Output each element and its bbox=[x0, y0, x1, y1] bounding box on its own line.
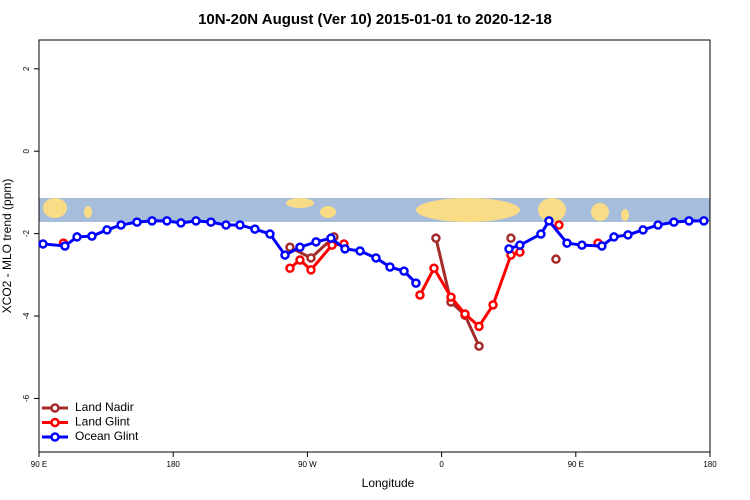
data-point bbox=[551, 254, 561, 264]
y-tick-label: 0 bbox=[22, 148, 31, 153]
data-point bbox=[653, 220, 663, 230]
data-point bbox=[285, 242, 295, 252]
data-point bbox=[536, 229, 546, 239]
legend-label: Land Nadir bbox=[75, 400, 134, 414]
data-point bbox=[295, 242, 305, 252]
legend-label: Ocean Glint bbox=[75, 429, 139, 443]
data-point bbox=[235, 220, 245, 230]
data-point bbox=[72, 232, 82, 242]
plot-frame bbox=[38, 39, 711, 453]
map-land bbox=[538, 198, 566, 222]
data-point bbox=[411, 278, 421, 288]
x-tick-label: 0 bbox=[439, 460, 444, 469]
data-point bbox=[116, 220, 126, 230]
data-point bbox=[638, 225, 648, 235]
data-point bbox=[474, 341, 484, 351]
data-point bbox=[60, 241, 70, 251]
data-point bbox=[280, 250, 290, 260]
map-land bbox=[84, 206, 92, 218]
data-point bbox=[306, 265, 316, 275]
data-point bbox=[460, 309, 470, 319]
data-point bbox=[285, 263, 295, 273]
y-tick-label: -2 bbox=[22, 230, 31, 238]
data-point bbox=[132, 217, 142, 227]
data-point bbox=[597, 241, 607, 251]
y-tick-label: 2 bbox=[22, 66, 31, 71]
y-tick-label: -4 bbox=[22, 312, 31, 320]
x-tick-label: 180 bbox=[167, 460, 181, 469]
data-point bbox=[102, 225, 112, 235]
y-tick-label: -6 bbox=[22, 394, 31, 402]
x-tick-label: 180 bbox=[703, 460, 717, 469]
data-point bbox=[176, 218, 186, 228]
data-point bbox=[399, 266, 409, 276]
data-point bbox=[162, 216, 172, 226]
data-point bbox=[38, 239, 48, 249]
data-point bbox=[506, 233, 516, 243]
data-point bbox=[265, 229, 275, 239]
x-axis-label: Longitude bbox=[362, 476, 415, 490]
x-tick-label: 90 E bbox=[31, 460, 47, 469]
data-point bbox=[385, 262, 395, 272]
series-line bbox=[42, 218, 704, 285]
data-point bbox=[340, 244, 350, 254]
data-point bbox=[311, 237, 321, 247]
data-point bbox=[623, 230, 633, 240]
data-point bbox=[684, 216, 694, 226]
data-point bbox=[429, 263, 439, 273]
map-land bbox=[320, 206, 336, 218]
chart-title: 10N-20N August (Ver 10) 2015-01-01 to 20… bbox=[198, 11, 552, 28]
map-land bbox=[416, 198, 520, 222]
legend-marker bbox=[50, 417, 60, 428]
series-line bbox=[290, 243, 598, 326]
data-point bbox=[474, 321, 484, 332]
x-tick-label: 90 E bbox=[568, 460, 584, 469]
data-point bbox=[191, 216, 201, 226]
data-point bbox=[221, 220, 231, 230]
data-point bbox=[87, 231, 97, 241]
legend-marker bbox=[50, 403, 60, 413]
data-point bbox=[669, 217, 679, 227]
map-land bbox=[621, 209, 629, 221]
data-point bbox=[446, 292, 456, 302]
legend-label: Land Glint bbox=[75, 415, 130, 429]
map-land bbox=[286, 198, 314, 208]
data-point bbox=[326, 233, 336, 243]
y-axis-label: XCO2 - MLO trend (ppm) bbox=[0, 179, 14, 314]
data-point bbox=[554, 220, 564, 230]
map-land bbox=[43, 198, 67, 218]
data-point bbox=[515, 240, 525, 250]
legend-marker bbox=[50, 432, 60, 442]
data-point bbox=[415, 290, 425, 300]
data-point bbox=[147, 216, 157, 226]
data-point bbox=[609, 232, 619, 242]
data-point bbox=[544, 216, 554, 226]
data-point bbox=[504, 244, 514, 254]
data-point bbox=[306, 253, 316, 263]
data-point bbox=[250, 224, 260, 234]
data-point bbox=[371, 253, 381, 263]
data-point bbox=[295, 255, 305, 265]
data-point bbox=[355, 246, 365, 256]
data-point bbox=[562, 238, 572, 248]
data-point bbox=[699, 216, 709, 226]
data-point bbox=[431, 233, 441, 243]
data-point bbox=[577, 240, 587, 250]
map-land bbox=[591, 203, 609, 221]
data-point bbox=[206, 217, 216, 227]
data-point bbox=[488, 300, 498, 310]
x-tick-label: 90 W bbox=[298, 460, 317, 469]
